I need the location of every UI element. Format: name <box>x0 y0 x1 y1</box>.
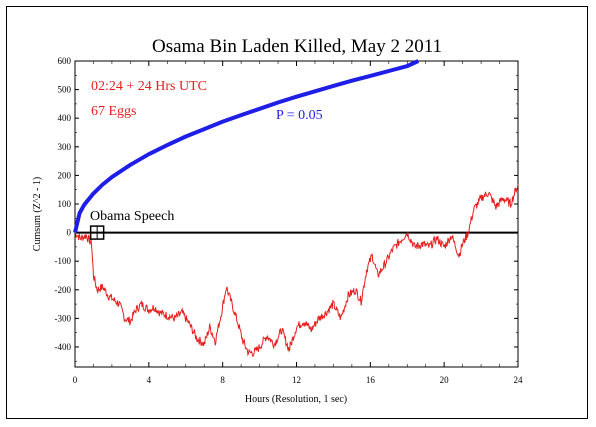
series-line-cumulative-deviation <box>75 183 519 358</box>
y-axis-ticks: -400 -300 -200 -100 0 100 200 300 400 500 600 <box>55 56 518 362</box>
y-tick-label: 100 <box>58 199 72 209</box>
annotation-event-label: Obama Speech <box>90 209 174 224</box>
y-tick-label: -100 <box>55 256 72 266</box>
x-tick-label: 16 <box>366 375 376 385</box>
chart-frame <box>6 6 588 419</box>
y-tick-label: -300 <box>55 313 72 323</box>
annotation-time-label: 02:24 + 24 Hrs UTC <box>91 79 207 94</box>
annotation-eggs-label: 67 Eggs <box>91 104 137 119</box>
chart-title: Osama Bin Laden Killed, May 2 2011 <box>152 36 442 57</box>
x-tick-label: 4 <box>147 375 152 385</box>
y-tick-label: 0 <box>67 228 72 238</box>
y-tick-label: 600 <box>58 56 72 66</box>
y-axis-label: Cumsum (Z^2 - 1) <box>32 177 43 251</box>
series-line-significance-envelope <box>73 59 420 234</box>
x-tick-label: 8 <box>220 375 225 385</box>
x-tick-label: 24 <box>514 375 524 385</box>
x-tick-label: 20 <box>440 375 450 385</box>
y-tick-label: -400 <box>55 342 72 352</box>
y-tick-label: 200 <box>58 170 72 180</box>
y-tick-label: 400 <box>58 113 72 123</box>
x-tick-label: 12 <box>292 375 301 385</box>
annotation-p-label: P = 0.05 <box>276 108 323 123</box>
y-tick-label: -200 <box>55 285 72 295</box>
x-tick-label: 0 <box>73 375 78 385</box>
y-tick-label: 500 <box>58 85 72 95</box>
y-tick-label: 300 <box>58 142 72 152</box>
x-axis-ticks: 0 4 8 12 16 20 24 <box>73 61 523 385</box>
x-axis-label: Hours (Resolution, 1 sec) <box>245 394 347 405</box>
plot-area: -400 -300 -200 -100 0 100 200 300 400 500 600 0 4 8 1… <box>55 56 524 385</box>
